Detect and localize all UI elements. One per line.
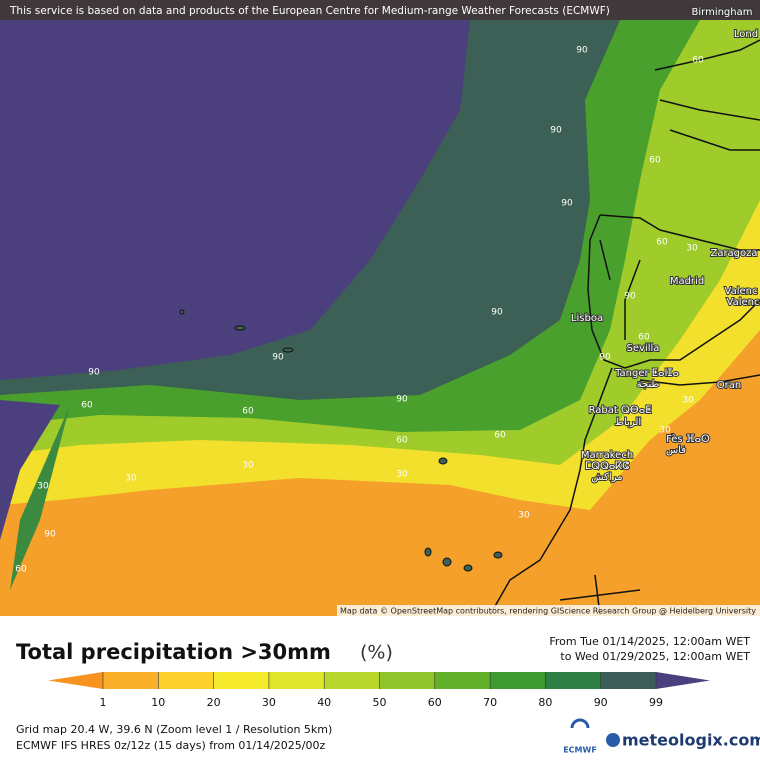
city-labels: Birmingham Lond Zaragoza Madrid ValencValenc…	[570, 6, 760, 484]
colorbar-segment	[434, 672, 491, 689]
grid-info: Grid map 20.4 W, 39.6 N (Zoom level 1 / …	[16, 723, 332, 736]
contour-label: 60	[656, 238, 668, 248]
period-from: From Tue 01/14/2025, 12:00am WET	[549, 635, 750, 648]
contour-label: 60	[396, 436, 408, 446]
colorbar-arrow-right	[656, 672, 710, 689]
brand: meteologix.com	[622, 731, 760, 750]
city-label: Fès ⴼⴰⵙ	[666, 433, 710, 445]
city-label: مراكش	[591, 472, 622, 483]
colorbar-tick-label: 10	[151, 696, 165, 709]
band-99	[0, 20, 470, 380]
unit: (%)	[360, 642, 393, 664]
city-label: Valenc	[725, 286, 758, 297]
colorbar-segment	[158, 672, 215, 689]
colorbar-tick-label: 1	[100, 696, 107, 709]
islands	[179, 309, 503, 572]
city-label: الرباط	[615, 417, 641, 428]
city-label: Rabat ⵕⴱⴰⵟ	[589, 405, 652, 416]
model-info: ECMWF IFS HRES 0z/12z (15 days) from 01/…	[16, 739, 326, 752]
contour-label: 90	[561, 199, 573, 209]
city-label: Marrakech	[581, 450, 633, 461]
colorbar-segment	[379, 672, 436, 689]
colorbar-segment	[324, 672, 380, 689]
colorbar-segment	[268, 672, 325, 689]
city-label: فاس	[666, 445, 686, 456]
contour-label: 60	[494, 431, 506, 441]
ecmwf-logo: ECMWF	[563, 746, 597, 755]
city-label: Zaragoza	[710, 248, 757, 259]
colorbar-tick-label: 30	[262, 696, 276, 709]
colorbar-segment	[490, 672, 546, 689]
contour-label: 30	[518, 511, 530, 521]
contour-label: 90	[491, 308, 503, 318]
contour-label: 60	[638, 333, 650, 343]
contour-label: 30	[682, 396, 694, 406]
colorbar-segment	[213, 672, 270, 689]
contour-label: 90	[576, 46, 588, 56]
contour-label: 60	[692, 56, 704, 66]
colorbar-segment	[545, 672, 602, 689]
contour-label: 90	[272, 353, 284, 363]
contour-label: 30	[396, 470, 408, 480]
city-label: Birmingham	[692, 7, 753, 18]
title: Total precipitation >30mm	[16, 640, 331, 664]
colorbar-segment	[103, 672, 159, 689]
colorbar-tick-label: 20	[207, 696, 221, 709]
contour-label: 30	[242, 461, 254, 471]
contour-label: 90	[44, 530, 56, 540]
colorbar-tick-label: 99	[649, 696, 663, 709]
attribution: This service is based on data and produc…	[9, 5, 610, 17]
contour-label: 30	[37, 482, 49, 492]
city-label: Madrid	[670, 276, 704, 287]
band-99-sw	[0, 400, 60, 540]
coastline	[489, 39, 760, 616]
period-to: to Wed 01/29/2025, 12:00am WET	[560, 650, 750, 663]
contour-label: 60	[81, 401, 93, 411]
colorbar-arrow-left	[48, 672, 103, 689]
city-label: ⵎⵕⵕⴰⴽⵛ	[585, 461, 629, 472]
contour-labels: 90 90 90 60 60 60 30 90 90 60 90 90 90 60 60 90 60 60 30 30…	[15, 46, 704, 575]
contour-label: 30	[686, 244, 698, 254]
contour-label: 30	[125, 474, 137, 484]
streak	[10, 405, 70, 590]
city-label: طنجة	[637, 379, 660, 390]
contour-label: 60	[242, 407, 254, 417]
credit-bg	[337, 605, 760, 616]
city-label: Lond	[734, 29, 758, 40]
contour-label: 90	[550, 126, 562, 136]
colorbar-tick-label: 70	[483, 696, 497, 709]
brand-icon	[606, 733, 620, 747]
map: This service is based on data and produc…	[0, 0, 760, 616]
contour-label: 90	[396, 395, 408, 405]
contour-label: 30	[659, 426, 671, 436]
colorbar-tick-label: 90	[594, 696, 608, 709]
contour-label: 60	[15, 565, 27, 575]
contour-label: 90	[624, 292, 636, 302]
top-banner	[0, 0, 760, 20]
contour-label: 90	[88, 368, 100, 378]
contour-label: 90	[599, 353, 611, 363]
colorbar-tick-label: 80	[538, 696, 552, 709]
colorbar-tick-label: 40	[317, 696, 331, 709]
city-label: Tanger ⵟⴰⵏⵊⴰ	[614, 368, 679, 379]
city-label: Sevilla	[627, 343, 660, 354]
colorbar: 1 10 20 30 40 50 60 70 80 90 99	[48, 672, 710, 709]
map-credit: Map data © OpenStreetMap contributors, r…	[340, 607, 756, 616]
colorbar-tick-label: 50	[373, 696, 387, 709]
contour-label: 60	[649, 156, 661, 166]
city-label: Oran	[717, 380, 741, 391]
ecmwf-icon	[570, 718, 590, 729]
city-label: Valenc	[727, 297, 760, 308]
colorbar-tick-label: 60	[428, 696, 442, 709]
city-label: Lisboa	[571, 313, 603, 324]
colorbar-segment	[600, 672, 657, 689]
